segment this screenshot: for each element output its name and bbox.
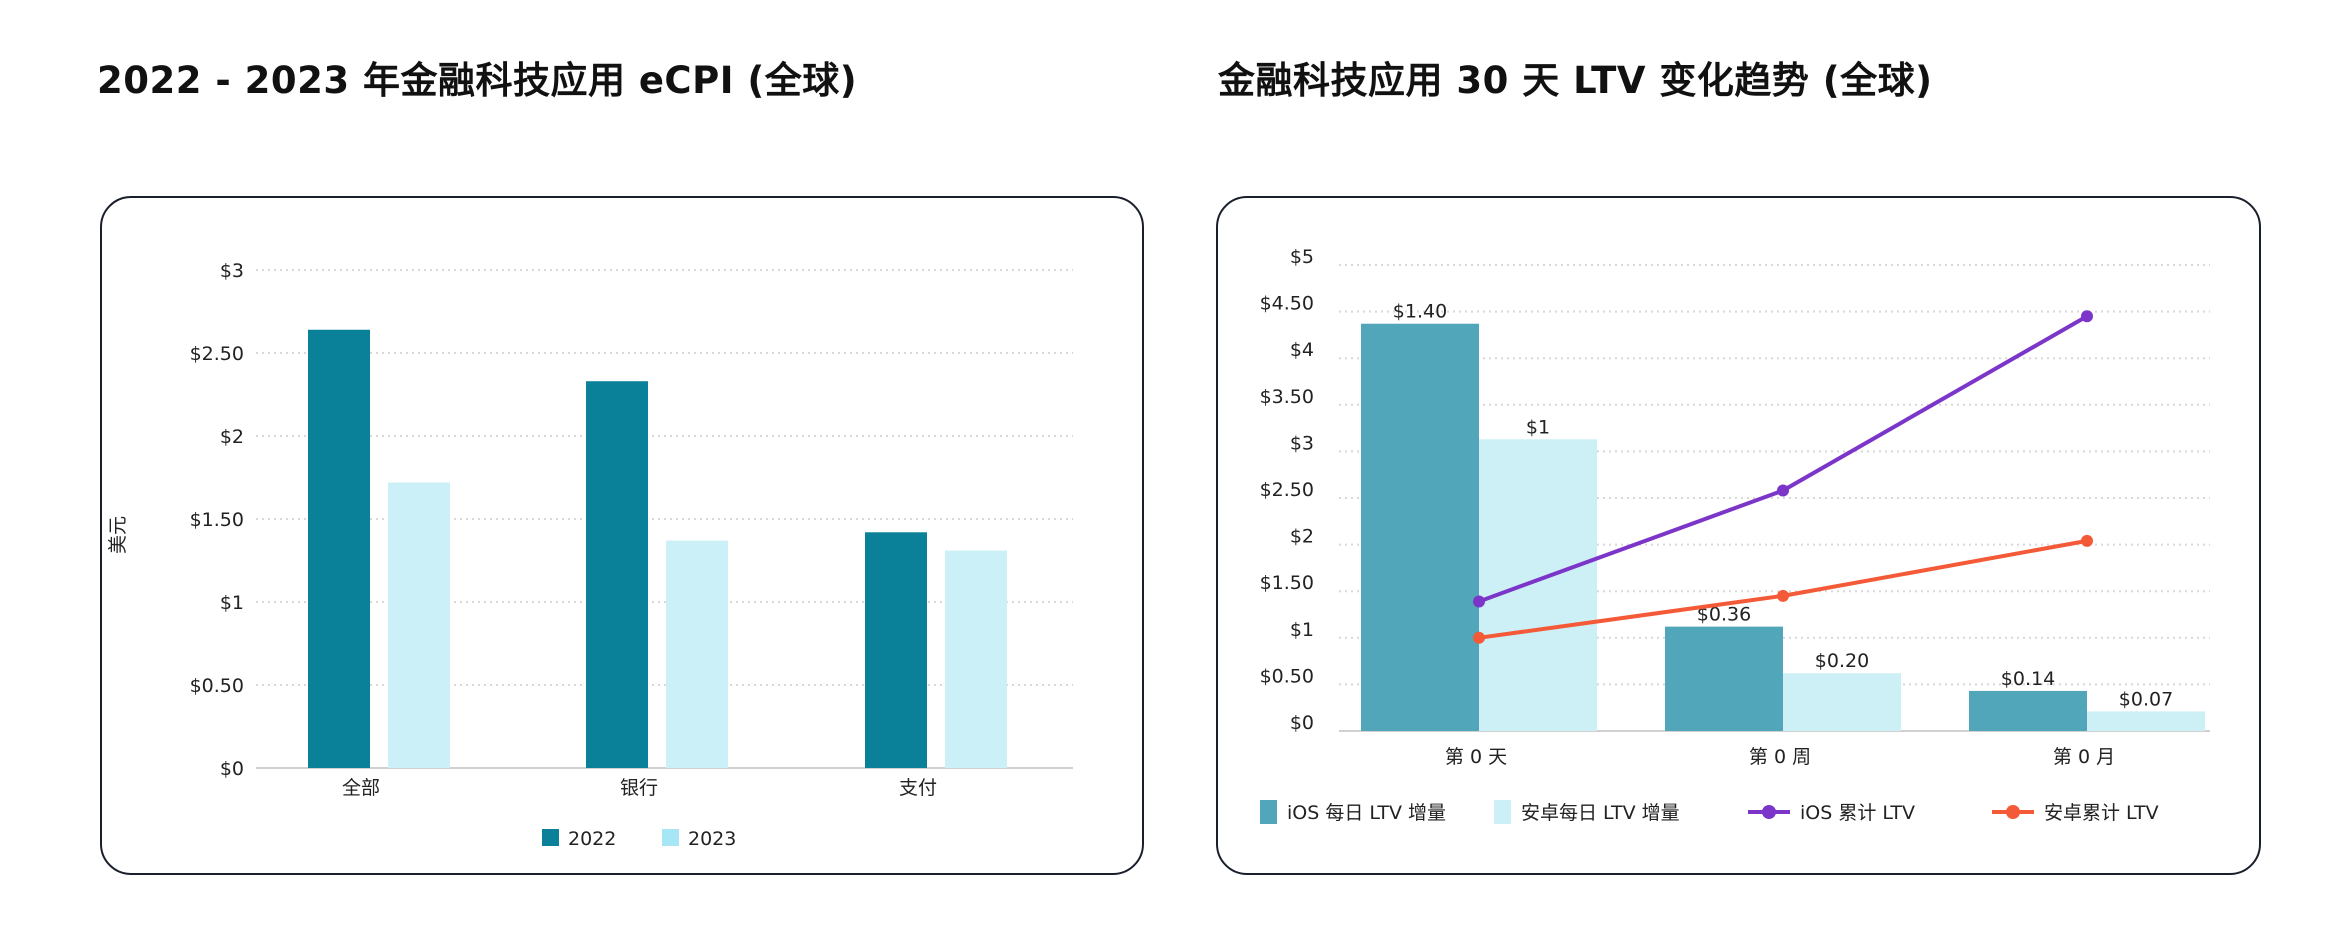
chart-title-ecpi: 2022 - 2023 年金融科技应用 eCPI (全球) <box>97 59 858 102</box>
y-tick-label: $0 <box>220 758 244 780</box>
bar-2023-0 <box>388 482 450 768</box>
x-tick-label: 银行 <box>620 777 658 799</box>
y-tick-label: $4 <box>1290 339 1314 361</box>
y-tick-label: $5 <box>1290 246 1314 268</box>
legend-label: 安卓累计 LTV <box>2044 802 2159 824</box>
y-tick-label: $0.50 <box>190 675 244 697</box>
legend-label: 2023 <box>688 828 736 850</box>
legend-swatch-bar <box>1260 800 1277 824</box>
bar-data-label: $0.07 <box>2119 688 2173 710</box>
bar-0-0 <box>1361 323 1479 731</box>
y-tick-label: $2.50 <box>1260 479 1314 501</box>
y-tick-label: $0.50 <box>1260 665 1314 687</box>
line-point <box>1777 484 1789 497</box>
bar-0-1 <box>1665 626 1783 731</box>
bar-1-1 <box>1783 673 1901 731</box>
line-point <box>2081 310 2093 323</box>
y-tick-label: $3 <box>1290 432 1314 454</box>
y-tick-label: $1.50 <box>190 509 244 531</box>
legend-swatch-bar <box>1494 800 1511 824</box>
bar-data-label: $1 <box>1526 416 1550 438</box>
chart-title-ltv: 金融科技应用 30 天 LTV 变化趋势 (全球) <box>1218 59 1933 102</box>
legend-marker <box>1762 805 1776 819</box>
x-tick-label: 第 0 月 <box>2053 746 2115 768</box>
bar-2022-1 <box>586 381 648 768</box>
bar-data-label: $0.36 <box>1697 604 1751 626</box>
y-tick-label: $2 <box>220 426 244 448</box>
legend-label: 2022 <box>568 828 616 850</box>
bar-2022-0 <box>308 329 370 768</box>
bar-data-label: $0.20 <box>1815 650 1869 672</box>
y-axis-title: 美元 <box>107 516 129 554</box>
legend-label: iOS 每日 LTV 增量 <box>1287 802 1446 824</box>
y-tick-label: $3.50 <box>1260 386 1314 408</box>
y-tick-label: $1.50 <box>1260 572 1314 594</box>
bar-2022-2 <box>865 532 927 768</box>
line-point <box>1473 595 1485 608</box>
y-tick-label: $1 <box>220 592 244 614</box>
legend-swatch-2023 <box>662 829 679 846</box>
bar-1-0 <box>1479 439 1597 731</box>
y-tick-label: $4.50 <box>1260 293 1314 315</box>
legend-label: iOS 累计 LTV <box>1800 802 1915 824</box>
y-tick-label: $0 <box>1290 712 1314 734</box>
y-tick-label: $3 <box>220 260 244 282</box>
legend-marker <box>2006 805 2020 819</box>
y-tick-label: $2.50 <box>190 343 244 365</box>
legend-label: 安卓每日 LTV 增量 <box>1521 802 1680 824</box>
bar-2023-2 <box>945 550 1007 768</box>
line-point <box>2081 534 2093 547</box>
y-tick-label: $2 <box>1290 526 1314 548</box>
x-tick-label: 全部 <box>342 777 380 799</box>
legend-swatch-2022 <box>542 829 559 846</box>
bar-data-label: $0.14 <box>2001 668 2055 690</box>
bar-2023-1 <box>666 540 728 768</box>
x-tick-label: 第 0 天 <box>1445 746 1507 768</box>
line-point <box>1777 589 1789 602</box>
bar-0-2 <box>1969 690 2087 731</box>
y-tick-label: $1 <box>1290 619 1314 641</box>
x-tick-label: 第 0 周 <box>1749 746 1811 768</box>
bar-1-2 <box>2087 711 2205 731</box>
line-point <box>1473 631 1485 644</box>
x-tick-label: 支付 <box>899 777 937 799</box>
bar-data-label: $1.40 <box>1393 301 1447 323</box>
